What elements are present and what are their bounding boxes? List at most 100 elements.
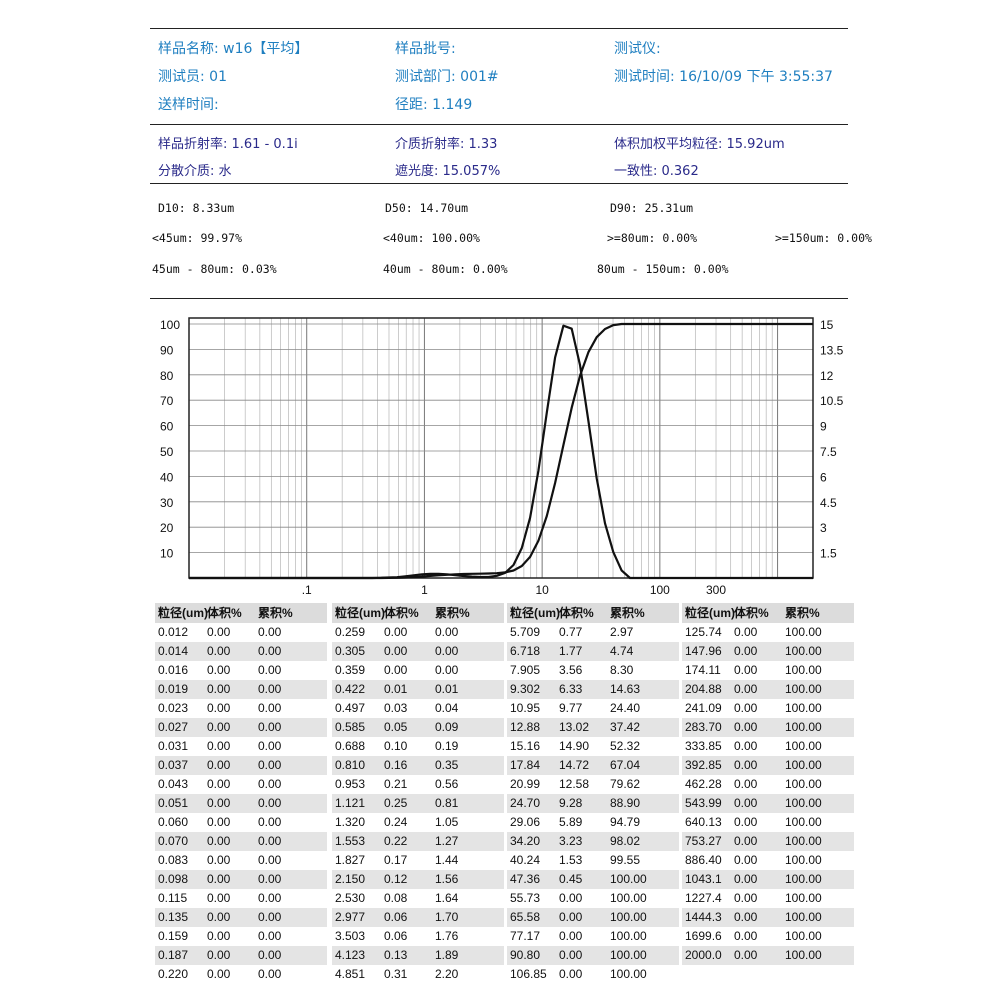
volume-cell: 0.00 — [207, 720, 231, 734]
size-cell: 0.019 — [158, 682, 189, 696]
volume-cell: 0.00 — [734, 815, 758, 829]
cumulative-cell: 2.97 — [610, 625, 634, 639]
cumulative-cell: 0.00 — [258, 701, 282, 715]
table-row: 47.36 0.45 100.00 — [507, 870, 679, 889]
cumulative-cell: 88.90 — [610, 796, 641, 810]
obscuration: 遮光度: 15.057% — [395, 164, 501, 179]
cumulative-cell: 100.00 — [785, 891, 822, 905]
volume-cell: 0.31 — [384, 967, 408, 981]
volume-cell: 0.00 — [734, 891, 758, 905]
y2-tick-label: 12 — [820, 369, 834, 383]
y-tick-label: 40 — [160, 470, 174, 484]
x-tick-label: 10 — [535, 583, 549, 597]
cumulative-cell: 0.00 — [435, 625, 459, 639]
table-header: 粒径(um) 体积% 累积% — [332, 603, 504, 623]
table-row: 0.220 0.00 0.00 — [155, 965, 327, 984]
table-row: 10.95 9.77 24.40 — [507, 699, 679, 718]
table-header: 粒径(um) 体积% 累积% — [507, 603, 679, 623]
volume-cell: 0.00 — [207, 948, 231, 962]
size-cell: 1444.3 — [685, 910, 722, 924]
cumulative-cell: 100.00 — [785, 929, 822, 943]
size-cell: 9.302 — [510, 682, 541, 696]
x-tick-label: 1 — [421, 583, 428, 597]
table-row: 462.28 0.00 100.00 — [682, 775, 854, 794]
table-row: 24.70 9.28 88.90 — [507, 794, 679, 813]
cumulative-cell: 1.89 — [435, 948, 459, 962]
table-row: 0.688 0.10 0.19 — [332, 737, 504, 756]
table-row: 333.85 0.00 100.00 — [682, 737, 854, 756]
volume-cell: 0.00 — [207, 929, 231, 943]
volume-cell: 12.58 — [559, 777, 590, 791]
table-row: 0.810 0.16 0.35 — [332, 756, 504, 775]
cumulative-cell: 100.00 — [785, 853, 822, 867]
size-cell: 24.70 — [510, 796, 541, 810]
volume-cell: 0.77 — [559, 625, 583, 639]
size-cell: 0.259 — [335, 625, 366, 639]
table-row: 886.40 0.00 100.00 — [682, 851, 854, 870]
y2-tick-label: 6 — [820, 470, 827, 484]
size-cell: 1699.6 — [685, 929, 722, 943]
table-row: 12.88 13.02 37.42 — [507, 718, 679, 737]
volume-cell: 0.00 — [207, 644, 231, 658]
table-row: 241.09 0.00 100.00 — [682, 699, 854, 718]
volume-cell: 0.00 — [734, 682, 758, 696]
volume-cell: 5.89 — [559, 815, 583, 829]
cumulative-cell: 0.00 — [258, 853, 282, 867]
volume-cell: 0.00 — [207, 682, 231, 696]
table-row: 90.80 0.00 100.00 — [507, 946, 679, 965]
volume-cell: 0.00 — [734, 929, 758, 943]
volume-cell: 0.22 — [384, 834, 408, 848]
table-row: 0.259 0.00 0.00 — [332, 623, 504, 642]
size-cell: 204.88 — [685, 682, 722, 696]
size-cell: 333.85 — [685, 739, 722, 753]
y2-tick-label: 13.5 — [820, 343, 844, 357]
volume-cell: 1.53 — [559, 853, 583, 867]
ge80: >=80um: 0.00% — [607, 231, 698, 245]
cumulative-cell: 0.19 — [435, 739, 459, 753]
cumulative-cell: 0.00 — [258, 720, 282, 734]
cumulative-cell: 100.00 — [785, 663, 822, 677]
size-cell: 0.585 — [335, 720, 366, 734]
cumulative-cell: 0.01 — [435, 682, 459, 696]
size-cell: 106.85 — [510, 967, 547, 981]
table-row: 2.530 0.08 1.64 — [332, 889, 504, 908]
y-tick-label: 100 — [160, 318, 180, 332]
table-row: 0.037 0.00 0.00 — [155, 756, 327, 775]
cumulative-cell: 100.00 — [785, 872, 822, 886]
table-row: 2.977 0.06 1.70 — [332, 908, 504, 927]
cumulative-cell: 100.00 — [785, 682, 822, 696]
table-row: 0.070 0.00 0.00 — [155, 832, 327, 851]
table-row: 9.302 6.33 14.63 — [507, 680, 679, 699]
table-row: 0.031 0.00 0.00 — [155, 737, 327, 756]
size-cell: 7.905 — [510, 663, 541, 677]
volume-cell: 0.01 — [384, 682, 408, 696]
cumulative-cell: 100.00 — [785, 739, 822, 753]
volume-cell: 0.24 — [384, 815, 408, 829]
size-cell: 3.503 — [335, 929, 366, 943]
cumulative-cell: 24.40 — [610, 701, 641, 715]
table-row: 0.135 0.00 0.00 — [155, 908, 327, 927]
cumulative-cell: 0.00 — [258, 929, 282, 943]
cumulative-cell: 0.00 — [258, 834, 282, 848]
volume-cell: 0.00 — [207, 853, 231, 867]
cumulative-cell: 2.20 — [435, 967, 459, 981]
cumulative-cell: 0.09 — [435, 720, 459, 734]
volume-cell: 9.28 — [559, 796, 583, 810]
size-cell: 0.083 — [158, 853, 189, 867]
volume-cell: 0.00 — [207, 891, 231, 905]
y2-tick-label: 15 — [820, 318, 834, 332]
cumulative-cell: 0.00 — [258, 910, 282, 924]
volume-cell: 0.00 — [207, 777, 231, 791]
size-cell: 20.99 — [510, 777, 541, 791]
y2-tick-label: 9 — [820, 420, 827, 434]
size-cell: 0.023 — [158, 701, 189, 715]
size-cell: 147.96 — [685, 644, 722, 658]
volume-cell: 0.00 — [559, 967, 583, 981]
size-cell: 6.718 — [510, 644, 541, 658]
y2-tick-label: 7.5 — [820, 445, 837, 459]
size-cell: 1.320 — [335, 815, 366, 829]
volume-cell: 0.00 — [207, 663, 231, 677]
cumulative-cell: 0.00 — [258, 682, 282, 696]
table-row: 77.17 0.00 100.00 — [507, 927, 679, 946]
size-cell: 283.70 — [685, 720, 722, 734]
